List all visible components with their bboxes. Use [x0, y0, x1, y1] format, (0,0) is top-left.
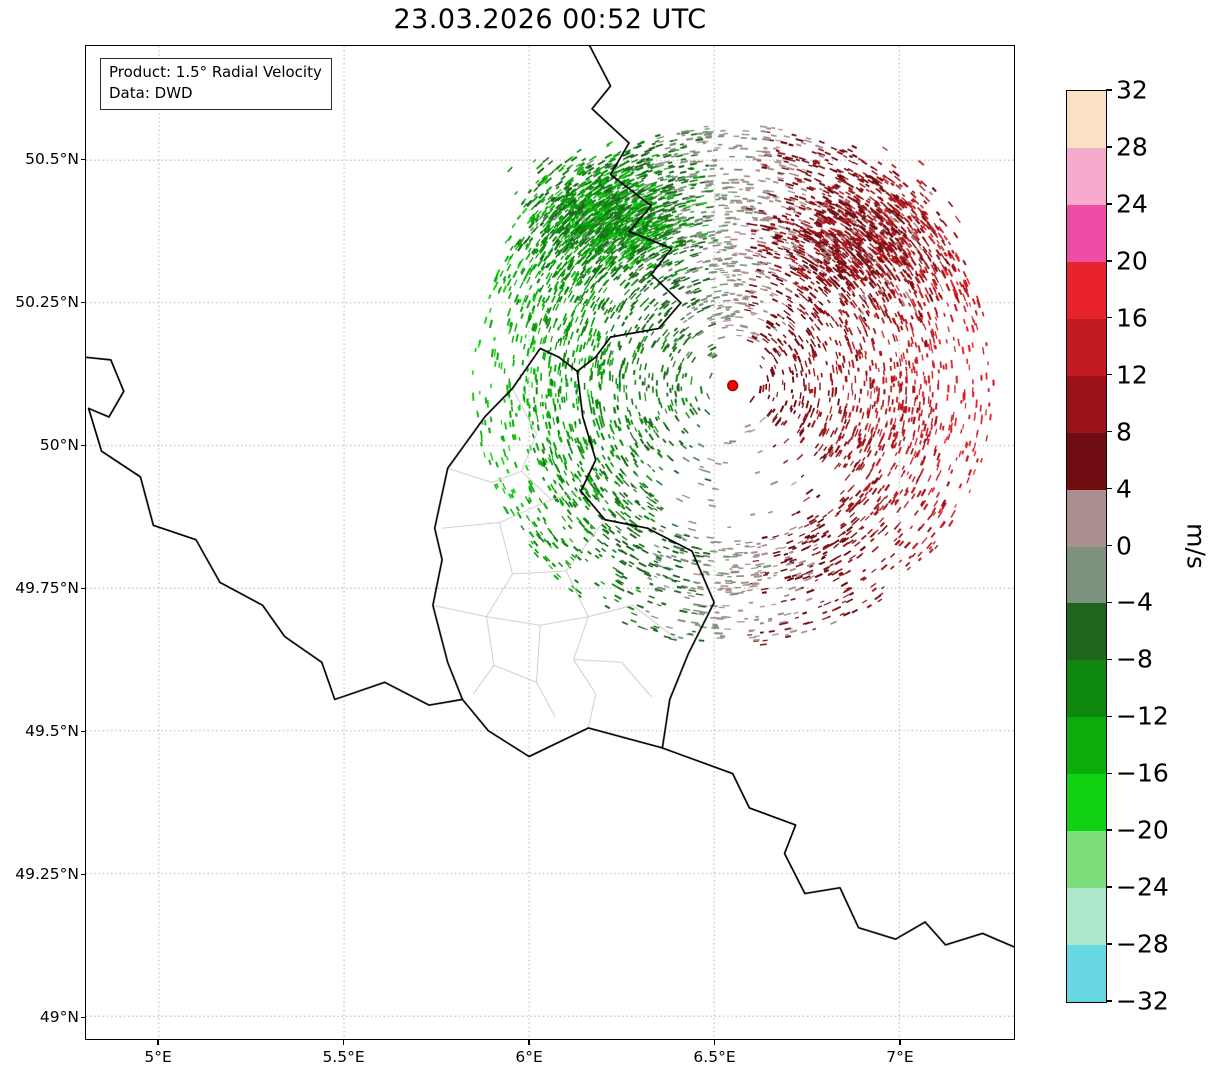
product-annotation: Product: 1.5° Radial Velocity Data: DWD [100, 58, 332, 110]
colorbar-band [1067, 831, 1106, 889]
x-tick-mark [157, 1040, 159, 1045]
colorbar-tick-mark [1106, 146, 1112, 148]
colorbar-tick-label: −20 [1116, 815, 1169, 845]
colorbar-tick-label: 16 [1116, 303, 1148, 333]
colorbar-tick-mark [1106, 1000, 1112, 1002]
colorbar-tick-label: −4 [1116, 587, 1153, 617]
colorbar-tick-label: 28 [1116, 132, 1148, 162]
y-tick-mark [80, 1016, 85, 1018]
colorbar-tick-mark [1106, 886, 1112, 888]
colorbar-band [1067, 318, 1106, 376]
colorbar-tick-label: −8 [1116, 644, 1153, 674]
colorbar-tick-label: −28 [1116, 929, 1169, 959]
colorbar-band [1067, 261, 1106, 319]
colorbar-band [1067, 603, 1106, 661]
colorbar [1066, 90, 1107, 1003]
colorbar-band [1067, 546, 1106, 604]
y-tick-label: 50.5°N [25, 150, 79, 169]
colorbar-tick-mark [1106, 772, 1112, 774]
colorbar-tick-mark [1106, 89, 1112, 91]
x-tick-label: 5°E [144, 1048, 172, 1066]
y-tick-mark [80, 158, 85, 160]
map-plot: Product: 1.5° Radial Velocity Data: DWD [85, 45, 1015, 1040]
y-tick-label: 49°N [39, 1008, 79, 1027]
colorbar-tick-label: 0 [1116, 531, 1132, 560]
colorbar-band [1067, 375, 1106, 433]
colorbar-tick-label: 12 [1116, 360, 1148, 390]
colorbar-tick-label: −16 [1116, 758, 1169, 788]
colorbar-band [1067, 91, 1106, 148]
y-tick-label: 49.25°N [15, 865, 79, 884]
colorbar-tick-mark [1106, 317, 1112, 319]
colorbar-tick-mark [1106, 943, 1112, 945]
y-tick-label: 50°N [39, 436, 79, 455]
product-label: Product: 1.5° Radial Velocity [109, 63, 322, 81]
x-tick-label: 5.5°E [322, 1048, 365, 1066]
x-tick-label: 7°E [886, 1048, 914, 1066]
colorbar-unit-label: m/s [1181, 523, 1211, 569]
colorbar-tick-mark [1106, 487, 1112, 490]
x-tick-label: 6.5°E [693, 1048, 736, 1066]
colorbar-tick-mark [1106, 203, 1112, 205]
x-tick-mark [342, 1040, 345, 1045]
y-tick-label: 50.25°N [15, 293, 79, 312]
y-tick-mark [80, 444, 85, 446]
figure-title: 23.03.2026 00:52 UTC [393, 4, 707, 35]
colorbar-tick-label: 8 [1116, 417, 1132, 447]
colorbar-tick-mark [1106, 658, 1112, 661]
x-tick-mark [713, 1040, 716, 1045]
colorbar-tick-label: −24 [1116, 872, 1169, 902]
y-tick-label: 49.5°N [25, 722, 79, 741]
colorbar-band [1067, 660, 1106, 718]
colorbar-band [1067, 717, 1106, 775]
y-tick-mark [80, 873, 85, 875]
colorbar-tick-mark [1106, 544, 1112, 547]
colorbar-tick-mark [1106, 430, 1112, 433]
colorbar-tick-label: 32 [1116, 75, 1148, 105]
colorbar-band [1067, 147, 1106, 205]
colorbar-band [1067, 204, 1106, 262]
colorbar-tick-label: −32 [1116, 986, 1169, 1016]
colorbar-tick-label: 20 [1116, 246, 1148, 276]
colorbar-tick-mark [1106, 715, 1112, 717]
colorbar-tick-label: 4 [1116, 474, 1132, 504]
colorbar-tick-label: −12 [1116, 701, 1169, 731]
y-tick-mark [80, 301, 85, 303]
colorbar-tick-mark [1106, 601, 1112, 604]
colorbar-band [1067, 774, 1106, 832]
colorbar-tick-mark [1106, 260, 1112, 262]
colorbar-band [1067, 945, 1106, 1002]
y-tick-mark [80, 730, 85, 732]
colorbar-band [1067, 888, 1106, 946]
x-tick-mark [899, 1040, 901, 1045]
colorbar-tick-mark [1106, 373, 1112, 376]
x-tick-mark [528, 1040, 530, 1045]
data-source-label: Data: DWD [109, 84, 193, 102]
colorbar-tick-mark [1106, 829, 1112, 831]
colorbar-band [1067, 432, 1106, 490]
x-tick-label: 6°E [515, 1048, 543, 1066]
colorbar-band [1067, 489, 1106, 547]
y-tick-mark [80, 587, 85, 589]
y-tick-label: 49.75°N [15, 579, 79, 598]
colorbar-tick-label: 24 [1116, 189, 1148, 219]
radar-map-canvas [86, 46, 1014, 1039]
